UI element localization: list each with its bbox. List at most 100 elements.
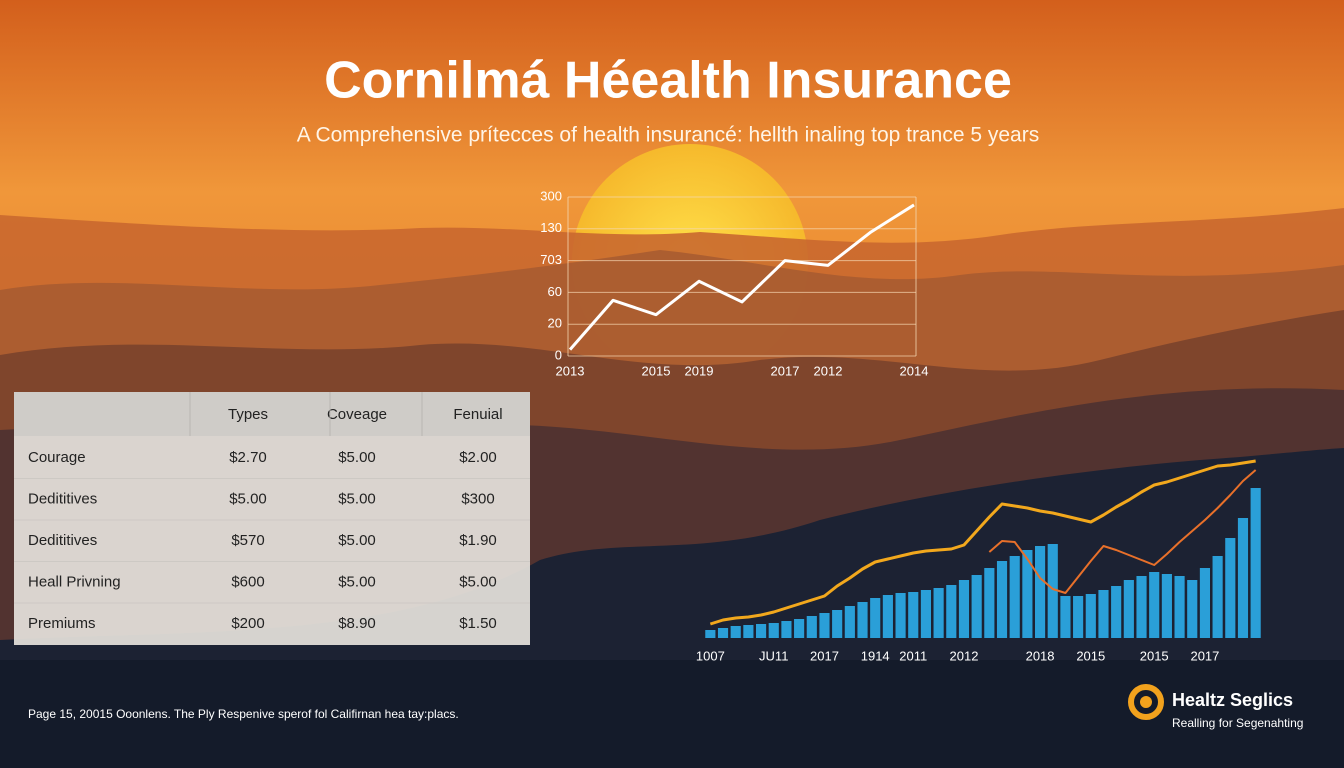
line	[988, 469, 1257, 594]
bar	[1199, 568, 1211, 638]
bar	[1149, 572, 1160, 638]
bar	[1022, 550, 1033, 638]
table-cell: $5.00	[459, 573, 497, 590]
bar	[1161, 574, 1172, 638]
x-tick-label: 2013	[556, 363, 585, 378]
bar	[743, 625, 754, 638]
bar	[768, 623, 779, 638]
logo-name: Healtz Seglics	[1172, 690, 1293, 710]
bar	[882, 595, 893, 638]
bar	[996, 561, 1008, 638]
x-tick-label: 2012	[950, 648, 979, 663]
bar	[946, 585, 957, 638]
subtitle: A Comprehensive prítecces of health insu…	[297, 124, 1039, 147]
row-label: Dedititives	[28, 532, 97, 549]
bar	[705, 630, 716, 638]
row-label: Dedititives	[28, 490, 97, 507]
y-tick-label: 20	[548, 316, 562, 331]
table-cell: $2.70	[229, 449, 267, 466]
table-cell: $8.90	[338, 615, 376, 632]
x-tick-label: 2017	[1190, 648, 1219, 663]
bar	[730, 626, 741, 638]
bar	[1085, 594, 1096, 638]
table-cell: $5.00	[338, 532, 376, 549]
y-tick-label: 130	[540, 220, 562, 235]
y-tick-label: 703	[540, 252, 562, 267]
bar	[870, 598, 881, 638]
x-tick-label: 2014	[900, 363, 929, 378]
bar	[920, 590, 932, 638]
bar	[1174, 576, 1185, 638]
line	[709, 459, 1256, 626]
title: Cornilmá Héealth Insurance	[324, 52, 1012, 110]
x-tick-label: 2019	[685, 363, 714, 378]
bar	[958, 580, 970, 638]
row-label: Heall Privning	[28, 573, 121, 590]
table-cell: $5.00	[338, 449, 376, 466]
bar	[933, 588, 944, 638]
table-cell: $600	[231, 573, 264, 590]
x-tick-label: 1914	[861, 648, 890, 663]
bar	[1237, 518, 1249, 638]
bar	[1250, 488, 1261, 638]
bar	[1187, 580, 1198, 638]
bar	[1047, 544, 1058, 638]
x-tick-label: 2017	[810, 648, 839, 663]
column-header: Coveage	[327, 406, 387, 423]
bar	[1098, 590, 1109, 638]
x-tick-label: 2011	[899, 648, 927, 663]
bar	[1136, 576, 1147, 638]
x-tick-label: 1007	[696, 648, 725, 663]
bar	[717, 628, 729, 638]
x-tick-label: JU11	[759, 648, 788, 663]
bar	[1212, 556, 1223, 638]
bar	[844, 606, 855, 638]
bar	[1009, 556, 1020, 638]
bar	[971, 575, 982, 638]
table-cell: $2.00	[459, 449, 497, 466]
x-tick-label: 2018	[1026, 648, 1055, 663]
table-cell: $5.00	[338, 573, 376, 590]
bar	[781, 621, 792, 638]
bar	[819, 613, 830, 638]
bar	[908, 592, 919, 638]
bar	[857, 602, 868, 638]
table-cell: $5.00	[229, 490, 267, 507]
y-tick-label: 0	[555, 347, 562, 362]
bar	[1225, 538, 1236, 638]
bar	[895, 593, 906, 638]
logo-icon	[1128, 684, 1164, 720]
bar	[1123, 580, 1134, 638]
bar	[832, 610, 843, 638]
logo-tagline: Realling for Segenahting	[1172, 716, 1303, 730]
bar	[1073, 596, 1084, 638]
x-tick-label: 2015	[1140, 648, 1169, 663]
bar	[806, 616, 817, 638]
table-cell: $1.50	[459, 615, 497, 632]
table-cell: $300	[461, 490, 494, 507]
bar	[1060, 596, 1071, 638]
x-tick-label: 2017	[771, 363, 800, 378]
bar	[755, 624, 767, 638]
table-cell: $5.00	[338, 490, 376, 507]
row-label: Courage	[28, 449, 86, 466]
y-tick-label: 60	[548, 284, 562, 299]
column-header: Types	[228, 406, 268, 423]
row-label: Premiums	[28, 615, 96, 632]
table-cell: $1.90	[459, 532, 497, 549]
bar	[984, 568, 995, 638]
line	[568, 203, 915, 351]
table-cell: $200	[231, 615, 264, 632]
table-cell: $570	[231, 532, 264, 549]
table-header	[14, 392, 530, 436]
bar	[1111, 586, 1122, 638]
ground	[0, 660, 1344, 768]
bar	[794, 619, 805, 638]
y-tick-label: 300	[540, 188, 562, 203]
x-tick-label: 2012	[814, 363, 843, 378]
bar	[1034, 546, 1046, 638]
footer-note: Page 15, 20015 Ooonlens. The Ply Respeni…	[28, 707, 459, 721]
x-tick-label: 2015	[1076, 648, 1105, 663]
